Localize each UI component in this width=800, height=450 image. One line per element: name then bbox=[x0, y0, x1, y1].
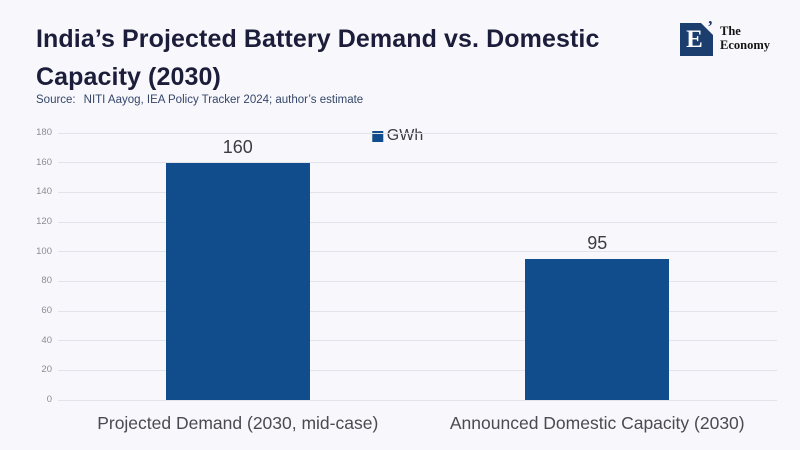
x-axis-category-label-1: Announced Domestic Capacity (2030) bbox=[449, 413, 745, 433]
page-title: India’s Projected Battery Demand vs. Dom… bbox=[36, 25, 600, 91]
y-axis-tick-140: 140 bbox=[36, 186, 52, 198]
gridline-y40 bbox=[58, 340, 777, 342]
brand-name: The Economy bbox=[720, 24, 770, 52]
y-axis-tick-80: 80 bbox=[41, 275, 52, 287]
gridline-y120 bbox=[58, 221, 777, 223]
y-axis-tick-20: 20 bbox=[41, 364, 52, 376]
logo-icon: E ’ bbox=[680, 17, 713, 56]
logo-letter: E bbox=[686, 26, 703, 53]
y-axis-tick-120: 120 bbox=[36, 216, 52, 227]
y-axis-tick-0: 0 bbox=[46, 394, 52, 405]
brand-logo: E ’ The Economy bbox=[680, 17, 770, 56]
bar-0 bbox=[165, 162, 310, 400]
y-axis-tick-100: 100 bbox=[36, 245, 52, 257]
bar-value-label-0: 160 bbox=[222, 136, 253, 157]
legend-swatch-icon bbox=[371, 130, 383, 142]
source-text: NITI Aayog, IEA Policy Tracker 2024; aut… bbox=[83, 94, 364, 106]
gridline-y140 bbox=[58, 191, 777, 193]
y-axis-tick-60: 60 bbox=[41, 305, 52, 316]
y-axis-tick-40: 40 bbox=[41, 334, 52, 346]
bar-value-label-1: 95 bbox=[587, 233, 608, 254]
y-axis-tick-180: 180 bbox=[36, 127, 52, 138]
source-note: Source: NITI Aayog, IEA Policy Tracker 20… bbox=[36, 94, 363, 106]
gridline-y0 bbox=[58, 399, 777, 401]
source-label: Source: bbox=[36, 94, 76, 106]
brand-name-line1: The bbox=[720, 24, 741, 38]
gridline-y80 bbox=[58, 280, 777, 282]
y-axis-tick-160: 160 bbox=[36, 156, 52, 168]
brand-name-line2: Economy bbox=[720, 37, 770, 52]
bar-chart-plot-area: GWh 0 20 40 60 80 100 120 140 160 180 160 Projected… bbox=[36, 127, 777, 433]
chart-legend: GWh bbox=[371, 127, 424, 145]
gridline-y20 bbox=[58, 369, 777, 371]
gridline-y180 bbox=[58, 132, 777, 134]
gridline-y100 bbox=[58, 251, 777, 253]
legend-label: GWh bbox=[386, 127, 424, 144]
logo-quote-mark: ’ bbox=[707, 17, 713, 36]
x-axis-category-label-0: Projected Demand (2030, mid-case) bbox=[97, 413, 379, 433]
gridline-y160 bbox=[58, 162, 777, 164]
gridline-y60 bbox=[58, 310, 777, 312]
bar-1 bbox=[525, 259, 670, 400]
